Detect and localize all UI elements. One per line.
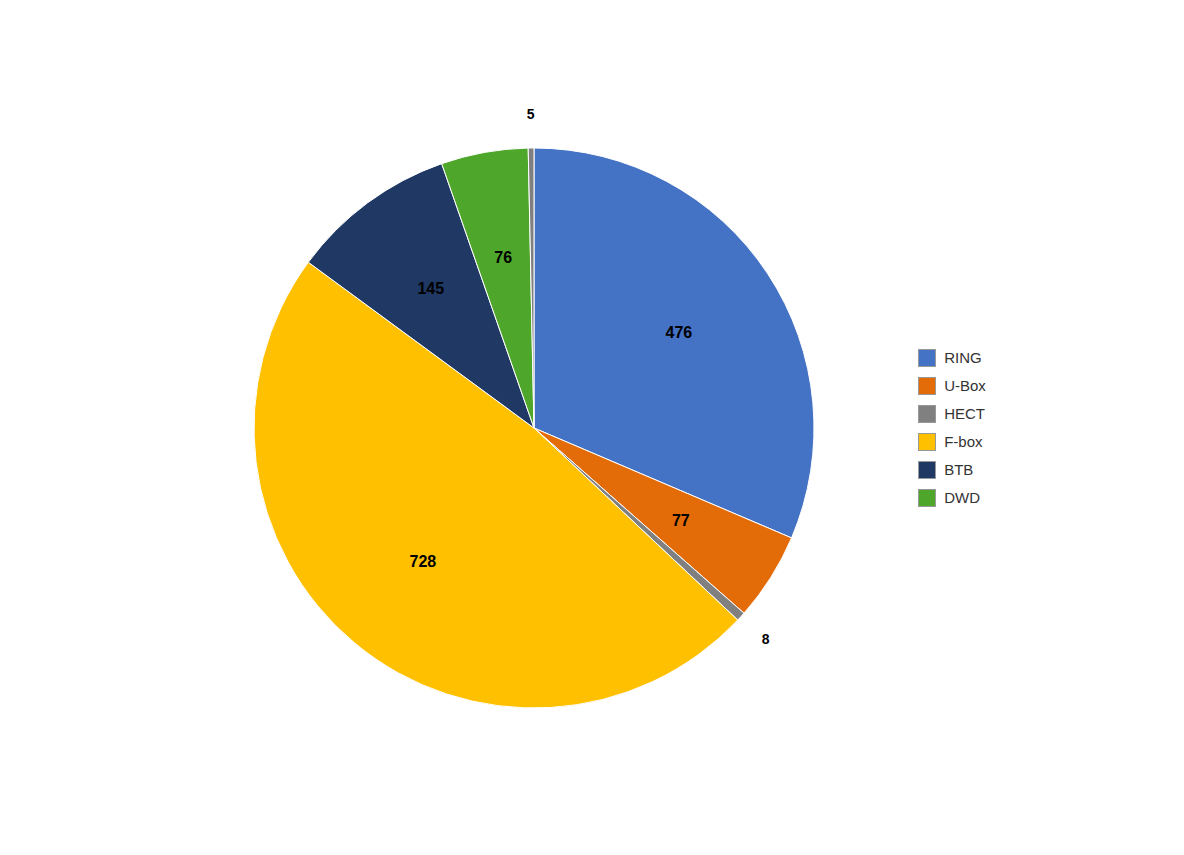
svg-text:728: 728 — [410, 552, 437, 569]
svg-text:5: 5 — [527, 106, 535, 122]
svg-text:8: 8 — [762, 631, 770, 647]
html-text:DWD: DWD — [944, 489, 980, 506]
svg-text:476: 476 — [666, 323, 693, 340]
html-text:HECT: HECT — [944, 405, 985, 422]
html-text:U-Box: U-Box — [944, 377, 986, 394]
html-text:BTB: BTB — [944, 461, 974, 478]
html-text:RING: RING — [944, 349, 982, 366]
svg-text:77: 77 — [672, 512, 690, 529]
svg-text:76: 76 — [494, 248, 512, 265]
svg-text:145: 145 — [418, 279, 445, 296]
html-text:F-box: F-box — [944, 433, 983, 450]
